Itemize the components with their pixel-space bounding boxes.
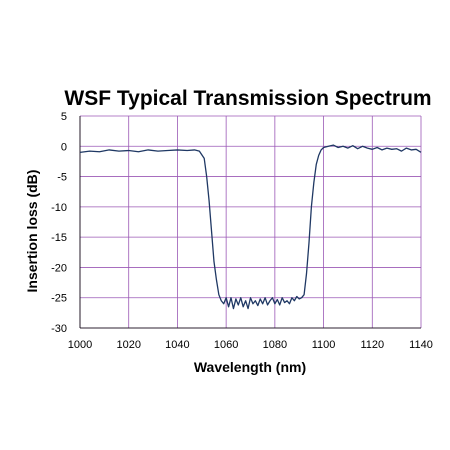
y-tick-label--15: -15 [51,232,67,244]
y-tick-label-5: 5 [61,111,67,123]
y-tick-label--5: -5 [57,172,67,184]
x-tick-label-1080: 1080 [263,339,287,351]
x-tick-label-1140: 1140 [409,339,433,351]
grid [79,115,422,329]
y-tick-label--20: -20 [51,262,67,274]
series-line-0 [79,144,422,310]
x-tick-label-1100: 1100 [312,339,336,351]
chart-title: WSF Typical Transmission Spectrum [64,87,431,110]
y-tick-label--10: -10 [51,202,67,214]
x-tick-label-1000: 1000 [68,339,92,351]
y-axis-label: Insertion loss (dB) [24,170,40,293]
x-axis-label: Wavelength (nm) [194,359,306,375]
x-tick-label-1020: 1020 [116,339,140,351]
y-tick-label-0: 0 [61,141,67,153]
x-tick-label-1040: 1040 [165,339,189,351]
y-tick-label--30: -30 [51,323,67,335]
axes [79,116,421,329]
tick-labels: 1000 1020 1040 1060 1080 1100 1120 1140 5 0 -5 -10 -… [51,111,433,351]
series [79,144,422,310]
x-tick-label-1060: 1060 [214,339,238,351]
y-tick-label--25: -25 [51,293,67,305]
x-tick-label-1120: 1120 [360,339,384,351]
